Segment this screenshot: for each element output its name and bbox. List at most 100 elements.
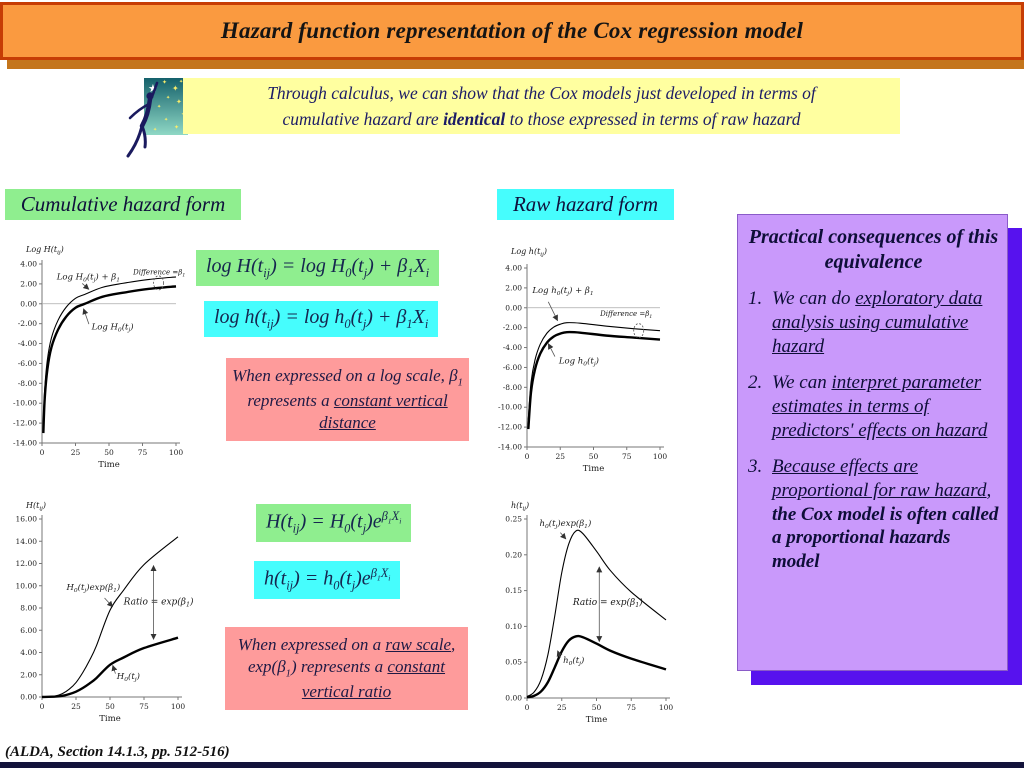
svg-text:10.00: 10.00 — [16, 581, 38, 590]
svg-text:-6.00: -6.00 — [503, 363, 522, 372]
svg-text:25: 25 — [557, 703, 567, 712]
svg-text:6.00: 6.00 — [20, 626, 37, 635]
series-thick — [41, 636, 179, 699]
svg-text:Difference =β1: Difference =β1 — [599, 310, 652, 320]
svg-text:-6.00: -6.00 — [18, 359, 37, 368]
svg-text:-14.00: -14.00 — [13, 439, 37, 448]
svg-text:75: 75 — [626, 703, 636, 712]
svg-text:12.00: 12.00 — [16, 559, 38, 568]
svg-text:50: 50 — [104, 448, 114, 457]
formula-cumulative-hazard: H(tij) = H0(tj)eβ1Xi — [256, 504, 412, 542]
svg-text:✦: ✦ — [179, 79, 183, 85]
svg-text:50: 50 — [592, 703, 602, 712]
consequence-item: 1. We can do exploratory data analysis u… — [748, 287, 999, 359]
svg-text:Log h0(tj): Log h0(tj) — [558, 355, 599, 367]
intro-note-line-1: Through calculus, we can show that the C… — [267, 82, 816, 103]
raw-hazard-form-text: Raw hazard form — [512, 192, 659, 216]
series-thick — [527, 330, 661, 430]
svg-text:-10.00: -10.00 — [13, 399, 37, 408]
svg-text:0.00: 0.00 — [505, 694, 522, 703]
cumulative-hazard-form-text: Cumulative hazard form — [20, 192, 226, 216]
svg-text:0: 0 — [40, 702, 45, 711]
svg-text:✦: ✦ — [157, 104, 161, 110]
svg-text:✦: ✦ — [166, 95, 170, 101]
svg-text:✦: ✦ — [153, 127, 157, 133]
svg-text:2.00: 2.00 — [20, 279, 37, 288]
svg-text:Time: Time — [583, 464, 604, 474]
reaching-figure-image: ★ ✦ ✦ ✦ ✦ ✦ ✦ ✦ ✦ ✦ ✦ — [126, 78, 188, 158]
svg-text:0: 0 — [525, 452, 530, 461]
svg-text:h(tij): h(tij) — [511, 501, 529, 512]
svg-text:0.00: 0.00 — [505, 303, 522, 312]
title-bar: Hazard function representation of the Co… — [0, 2, 1024, 60]
svg-text:H0(tj): H0(tj) — [116, 671, 140, 683]
svg-text:4.00: 4.00 — [505, 264, 522, 273]
title-bar-shadow — [7, 60, 1024, 69]
svg-text:h0(tj)exp(β1): h0(tj)exp(β1) — [540, 518, 592, 530]
consequence-item: 2. We can interpret parameter estimates … — [748, 371, 999, 443]
svg-text:Ratio = exp(β1): Ratio = exp(β1) — [572, 597, 643, 609]
slide-title: Hazard function representation of the Co… — [220, 18, 804, 43]
series-thin — [42, 276, 177, 424]
svg-text:h0(tj): h0(tj) — [563, 655, 584, 667]
svg-text:50: 50 — [589, 452, 599, 461]
svg-text:-4.00: -4.00 — [503, 343, 522, 352]
svg-text:-10.00: -10.00 — [498, 403, 522, 412]
svg-text:★: ★ — [148, 82, 158, 95]
svg-text:0.10: 0.10 — [505, 622, 522, 631]
star-image-background — [144, 78, 188, 135]
svg-text:25: 25 — [71, 448, 81, 457]
svg-text:14.00: 14.00 — [16, 537, 38, 546]
svg-text:25: 25 — [71, 702, 81, 711]
svg-text:-4.00: -4.00 — [18, 339, 37, 348]
item-number: 1. — [748, 288, 763, 309]
note-log-scale: When expressed on a log scale, β1 repres… — [226, 358, 469, 442]
formula-raw-hazard: h(tij) = h0(tj)eβ1Xi — [254, 561, 401, 599]
series-thin — [526, 529, 667, 698]
svg-text:16.00: 16.00 — [16, 515, 38, 524]
svg-text:Time: Time — [586, 715, 607, 725]
svg-text:-2.00: -2.00 — [18, 319, 37, 328]
svg-text:4.00: 4.00 — [20, 260, 37, 269]
svg-text:4.00: 4.00 — [20, 648, 37, 657]
series-thick — [526, 634, 667, 699]
svg-text:H(tij): H(tij) — [25, 501, 46, 512]
consequence-item: 3. Because effects are proportional for … — [748, 455, 999, 575]
chart-raw-hazard-raw-scale: 0.25 0.20 0.15 0.10 0.05 0.000 25 50 75 100 h(tij)… — [505, 501, 673, 725]
svg-text:100: 100 — [171, 702, 186, 711]
item-number: 2. — [748, 371, 763, 393]
svg-text:-2.00: -2.00 — [503, 323, 522, 332]
svg-text:✦: ✦ — [164, 117, 168, 123]
item-text: We can do exploratory data analysis usin… — [772, 288, 983, 357]
svg-text:Time: Time — [98, 460, 119, 470]
svg-text:2.00: 2.00 — [505, 283, 522, 292]
svg-text:0.25: 0.25 — [505, 515, 522, 524]
svg-text:0: 0 — [40, 448, 45, 457]
svg-text:✦: ✦ — [162, 79, 167, 86]
bottom-edge-bar — [0, 762, 1024, 768]
svg-text:✦: ✦ — [176, 98, 182, 106]
person-figure-icon — [126, 81, 159, 158]
svg-text:H0(tj)exp(β1): H0(tj)exp(β1) — [65, 582, 120, 594]
svg-text:✦: ✦ — [174, 124, 179, 131]
svg-text:75: 75 — [622, 452, 632, 461]
svg-text:Log h(tij): Log h(tij) — [510, 247, 547, 258]
svg-text:Log H0(tj) + β1: Log H0(tj) + β1 — [56, 271, 120, 283]
note-raw-scale: When expressed on a raw scale, exp(β1) r… — [225, 627, 468, 711]
svg-text:✦: ✦ — [172, 84, 179, 93]
svg-text:0.00: 0.00 — [20, 693, 37, 702]
item-text: Because effects are proportional for raw… — [772, 455, 999, 573]
intro-note: Through calculus, we can show that the C… — [183, 78, 900, 134]
cumulative-hazard-form-label: Cumulative hazard form — [5, 189, 241, 220]
formula-log-raw-hazard: log h(tij) = log h0(tj) + β1Xi — [204, 301, 439, 337]
svg-text:50: 50 — [105, 702, 115, 711]
svg-text:-12.00: -12.00 — [498, 423, 522, 432]
svg-text:75: 75 — [139, 702, 149, 711]
svg-text:-8.00: -8.00 — [503, 383, 522, 392]
svg-text:0.15: 0.15 — [505, 586, 522, 595]
svg-text:-12.00: -12.00 — [13, 419, 37, 428]
formula-log-cumulative-hazard: log H(tij) = log H0(tj) + β1Xi — [196, 250, 440, 286]
svg-text:2.00: 2.00 — [20, 670, 37, 679]
item-number: 3. — [748, 455, 763, 477]
